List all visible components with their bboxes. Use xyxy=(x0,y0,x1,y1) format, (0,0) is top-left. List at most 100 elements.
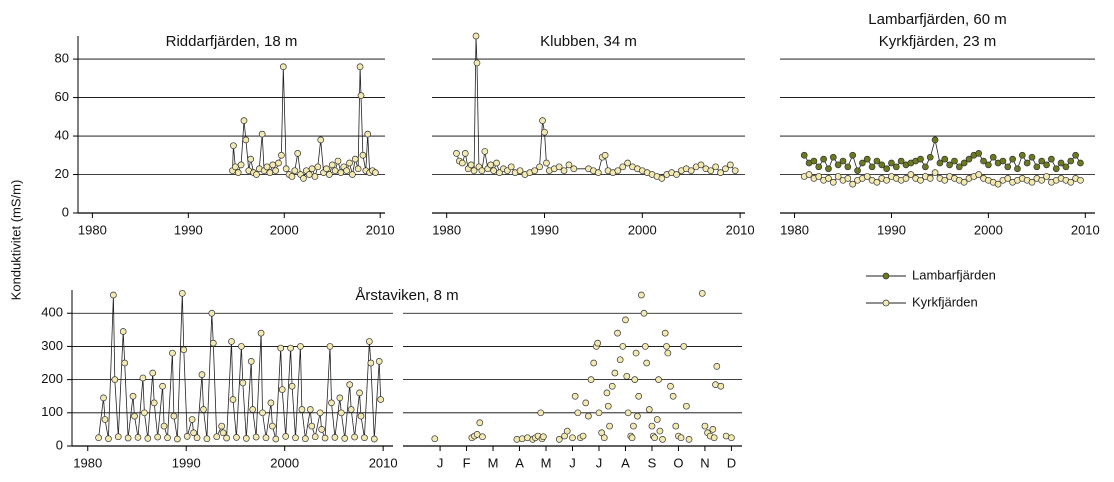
data-point xyxy=(351,433,358,441)
data-point xyxy=(317,136,325,144)
data-point xyxy=(298,406,306,413)
data-point xyxy=(1033,163,1041,171)
data-point xyxy=(149,369,157,377)
x-tick-label: J xyxy=(437,455,444,470)
y-tick-label: 100 xyxy=(41,404,63,419)
data-point xyxy=(331,167,339,175)
data-point xyxy=(305,171,313,178)
x-tick-label: 2000 xyxy=(628,222,657,237)
data-point xyxy=(311,433,319,441)
y-tick-label: 300 xyxy=(41,338,63,353)
data-point xyxy=(470,167,478,175)
data-point xyxy=(907,171,915,178)
data-point xyxy=(701,422,709,430)
data-point xyxy=(1038,176,1046,184)
data-point xyxy=(144,435,152,442)
data-point xyxy=(669,392,677,400)
data-point xyxy=(247,358,255,365)
x-tick-label: 1980 xyxy=(73,455,102,470)
data-point xyxy=(154,433,162,441)
data-point xyxy=(697,161,705,169)
data-point xyxy=(1077,176,1084,184)
data-point xyxy=(300,175,307,182)
data-point xyxy=(825,165,832,173)
data-point xyxy=(1028,153,1036,161)
data-point xyxy=(829,153,837,161)
data-point xyxy=(272,167,279,175)
data-point xyxy=(496,169,503,176)
data-point xyxy=(287,344,294,352)
data-point xyxy=(631,376,639,383)
data-point xyxy=(121,359,129,367)
data-point xyxy=(825,175,832,182)
data-point xyxy=(200,406,207,413)
data-point xyxy=(431,435,439,443)
data-point xyxy=(975,171,983,178)
data-point xyxy=(687,167,695,175)
data-point xyxy=(892,163,900,171)
x-tick-label: M xyxy=(488,455,499,470)
data-point xyxy=(873,178,881,186)
data-point xyxy=(1067,157,1075,165)
data-point xyxy=(95,434,102,442)
data-point xyxy=(844,163,852,171)
x-tick-label: 1990 xyxy=(530,222,559,237)
data-point xyxy=(590,359,598,367)
data-point xyxy=(653,416,661,423)
data-point xyxy=(228,338,235,345)
data-point xyxy=(965,155,973,163)
data-point xyxy=(258,130,266,138)
data-point xyxy=(361,434,368,442)
data-point xyxy=(815,163,823,171)
data-point xyxy=(269,161,277,169)
data-point xyxy=(1072,151,1079,159)
data-point xyxy=(253,171,260,178)
data-point xyxy=(461,150,469,157)
data-point xyxy=(193,434,201,442)
data-point xyxy=(587,376,595,383)
data-point xyxy=(370,435,378,443)
data-point xyxy=(883,176,890,184)
data-point xyxy=(951,157,958,165)
data-point xyxy=(198,371,206,378)
data-point xyxy=(278,386,286,393)
data-point xyxy=(159,382,166,390)
y-tick-label: 40 xyxy=(55,127,69,142)
data-point xyxy=(334,157,342,165)
data-point xyxy=(658,175,666,182)
data-point xyxy=(635,392,643,400)
data-point xyxy=(453,150,460,157)
legend-label: Lambarfjärden xyxy=(912,267,996,282)
data-point xyxy=(343,167,350,175)
x-tick-label: 1980 xyxy=(78,222,107,237)
data-point xyxy=(272,435,280,443)
data-point xyxy=(346,381,354,388)
x-tick-label: 2010 xyxy=(1071,222,1100,237)
data-point xyxy=(628,434,636,442)
data-point xyxy=(728,434,735,442)
data-point xyxy=(219,429,227,437)
data-point xyxy=(608,382,616,390)
x-tick-label: 2010 xyxy=(369,455,398,470)
data-point xyxy=(717,169,724,176)
data-point xyxy=(630,422,637,430)
data-point xyxy=(203,435,211,443)
data-point xyxy=(655,376,662,383)
data-point xyxy=(323,165,330,173)
data-point xyxy=(169,349,176,357)
data-point xyxy=(563,427,571,435)
data-point xyxy=(878,161,886,169)
data-point xyxy=(209,339,217,347)
data-point xyxy=(849,151,857,159)
y-tick-label: 20 xyxy=(55,166,69,181)
chart-subtitle: Kyrkfjärden, 23 m xyxy=(879,33,997,50)
data-point xyxy=(601,151,609,159)
data-point xyxy=(540,433,547,441)
data-point xyxy=(868,163,876,171)
data-point xyxy=(677,434,685,442)
data-point xyxy=(536,163,543,171)
data-point xyxy=(810,157,818,165)
data-point xyxy=(337,409,345,417)
data-point xyxy=(656,427,664,435)
data-point xyxy=(555,163,563,171)
